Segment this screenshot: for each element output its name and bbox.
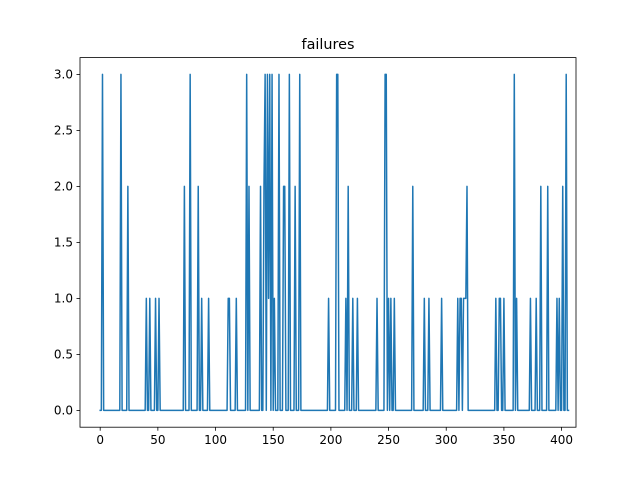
x-tick-label: 400: [550, 433, 573, 447]
x-tick-label: 0: [96, 433, 104, 447]
plot-area: [99, 73, 570, 412]
chart-title: failures: [302, 37, 355, 53]
y-tick-label: 0.0: [54, 404, 73, 418]
y-tick-label: 3.0: [54, 68, 73, 82]
x-tick-label: 50: [150, 433, 165, 447]
y-tick-label: 0.5: [54, 348, 73, 362]
y-tick-label: 1.0: [54, 292, 73, 306]
y-tick-label: 1.5: [54, 236, 73, 250]
x-tick-label: 100: [204, 433, 227, 447]
axes-frame: [79, 57, 577, 428]
y-tick-label: 2.5: [54, 124, 73, 138]
y-axis: 0.0 0.5 1.0 1.5 2.0 2.5 3.0: [54, 68, 80, 418]
failures-series-line: [99, 73, 570, 412]
x-tick-label: 200: [319, 433, 342, 447]
x-tick-label: 250: [377, 433, 400, 447]
x-axis: 0 50 100 150 200 250 300 350 400: [96, 427, 573, 447]
x-tick-label: 150: [262, 433, 285, 447]
y-tick-label: 2.0: [54, 180, 73, 194]
x-tick-label: 350: [492, 433, 515, 447]
x-tick-label: 300: [435, 433, 458, 447]
